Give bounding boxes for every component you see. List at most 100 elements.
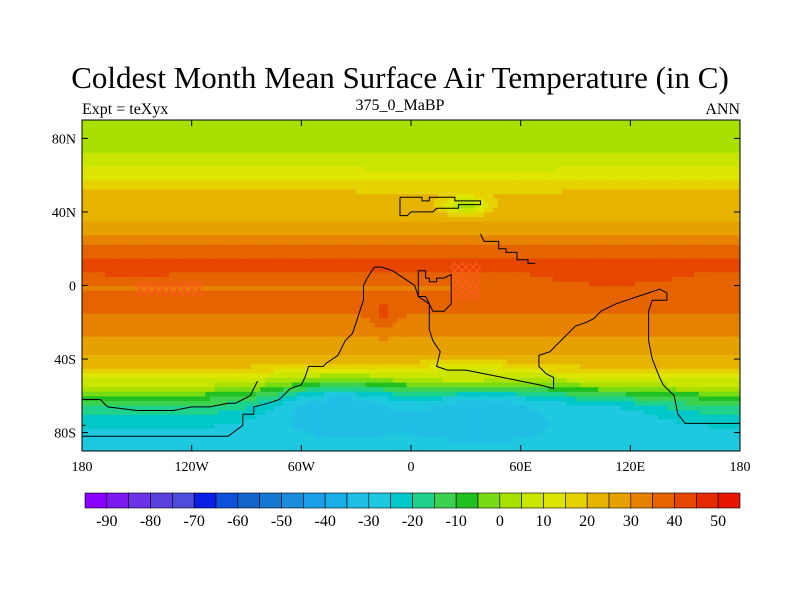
field-cell bbox=[424, 326, 430, 333]
field-cell bbox=[155, 414, 161, 420]
field-cell bbox=[255, 340, 261, 346]
field-cell bbox=[566, 368, 572, 374]
field-cell bbox=[283, 317, 289, 323]
field-cell bbox=[95, 386, 101, 392]
field-cell bbox=[223, 395, 229, 402]
field-cell bbox=[209, 400, 216, 406]
field-cell bbox=[95, 322, 101, 328]
field-cell bbox=[657, 349, 663, 356]
field-cell bbox=[538, 414, 545, 420]
field-cell bbox=[625, 331, 631, 337]
field-cell bbox=[296, 386, 302, 392]
field-cell bbox=[86, 317, 92, 323]
field-cell bbox=[324, 372, 330, 379]
field-cell bbox=[698, 294, 705, 300]
field-cell bbox=[315, 432, 321, 438]
field-cell bbox=[538, 359, 545, 365]
field-cell bbox=[584, 377, 590, 383]
field-cell bbox=[209, 391, 216, 397]
field-cell bbox=[630, 372, 636, 379]
field-cell bbox=[155, 349, 161, 356]
field-cell bbox=[538, 400, 545, 406]
field-cell bbox=[570, 294, 577, 300]
field-cell bbox=[648, 386, 654, 392]
field-cell bbox=[100, 441, 106, 448]
field-cell bbox=[639, 313, 645, 319]
field-cell bbox=[676, 317, 682, 323]
field-cell bbox=[644, 313, 650, 319]
field-cell bbox=[301, 400, 307, 406]
field-cell bbox=[136, 303, 142, 310]
field-cell bbox=[438, 359, 444, 365]
field-cell bbox=[625, 336, 631, 342]
field-cell bbox=[173, 391, 179, 397]
field-cell bbox=[168, 349, 174, 356]
field-cell bbox=[337, 409, 344, 415]
field-cell bbox=[173, 432, 179, 438]
field-cell bbox=[557, 345, 563, 351]
field-cell bbox=[493, 377, 499, 383]
field-cell bbox=[721, 372, 727, 379]
field-cell bbox=[324, 368, 330, 374]
field-cell bbox=[100, 313, 106, 319]
field-cell bbox=[584, 432, 590, 438]
field-cell bbox=[730, 377, 737, 383]
field-cell bbox=[82, 386, 88, 392]
field-cell bbox=[561, 313, 567, 319]
field-cell bbox=[360, 345, 366, 351]
field-cell bbox=[484, 331, 490, 337]
field-cell bbox=[612, 354, 618, 360]
field-cell bbox=[369, 363, 376, 369]
field-cell bbox=[621, 432, 627, 438]
field-cell bbox=[612, 400, 618, 406]
field-cell bbox=[283, 363, 289, 369]
field-cell bbox=[310, 405, 316, 411]
field-cell bbox=[251, 400, 257, 406]
field-cell bbox=[95, 441, 101, 448]
field-cell bbox=[173, 345, 179, 351]
field-cell bbox=[479, 423, 485, 429]
field-cell bbox=[374, 428, 380, 434]
field-cell bbox=[273, 363, 280, 369]
field-cell bbox=[310, 418, 316, 425]
field-cell bbox=[411, 446, 417, 451]
field-cell bbox=[534, 418, 540, 425]
field-cell bbox=[319, 308, 325, 314]
field-cell bbox=[287, 313, 293, 319]
field-cell bbox=[164, 299, 170, 305]
field-cell bbox=[182, 382, 188, 388]
field-cell bbox=[520, 290, 526, 296]
field-cell bbox=[164, 363, 170, 369]
field-cell bbox=[264, 414, 270, 420]
field-cell bbox=[589, 354, 595, 360]
field-cell bbox=[255, 313, 261, 319]
field-cell bbox=[406, 386, 412, 392]
field-cell bbox=[634, 313, 641, 319]
field-cell bbox=[566, 423, 572, 429]
field-cell bbox=[516, 441, 522, 448]
field-cell bbox=[287, 432, 293, 438]
field-cell bbox=[570, 368, 577, 374]
field-cell bbox=[685, 395, 691, 402]
field-cell bbox=[511, 313, 517, 319]
field-cell bbox=[502, 418, 508, 425]
field-cell bbox=[721, 299, 727, 305]
field-cell bbox=[708, 317, 714, 323]
field-cell bbox=[648, 446, 654, 451]
field-cell bbox=[360, 368, 366, 374]
field-cell bbox=[113, 432, 120, 438]
field-cell bbox=[264, 354, 270, 360]
field-cell bbox=[360, 303, 366, 310]
field-cell bbox=[502, 354, 508, 360]
field-cell bbox=[497, 437, 503, 443]
field-cell bbox=[548, 428, 554, 434]
field-cell bbox=[283, 428, 289, 434]
field-cell bbox=[237, 294, 243, 300]
field-cell bbox=[607, 354, 613, 360]
field-cell bbox=[369, 368, 376, 374]
field-cell bbox=[113, 294, 120, 300]
field-cell bbox=[598, 382, 604, 388]
field-cell bbox=[685, 432, 691, 438]
field-cell bbox=[648, 313, 654, 319]
field-cell bbox=[625, 359, 631, 365]
